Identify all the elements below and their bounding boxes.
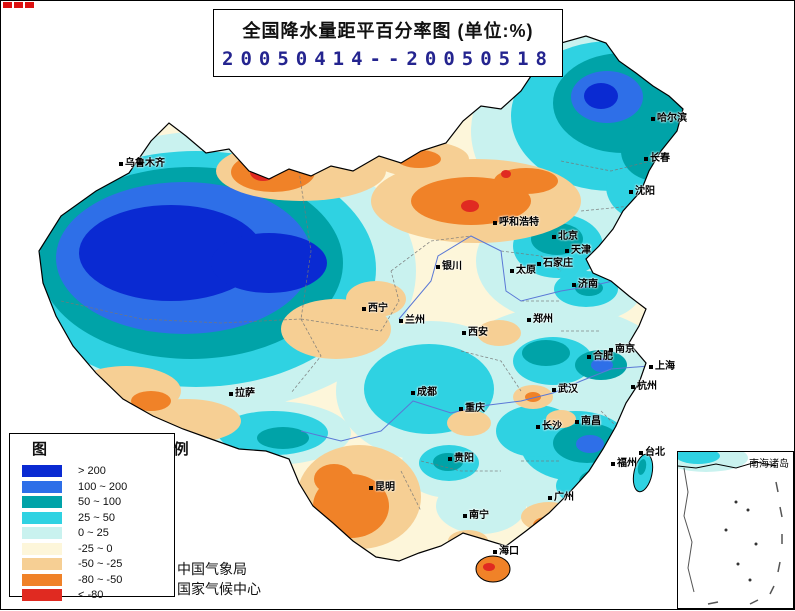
legend-label: 25 ~ 50 [78, 511, 116, 524]
legend-label: -25 ~ 0 [78, 542, 113, 555]
legend-row: 25 ~ 50 [22, 511, 174, 525]
legend-label: 50 ~ 100 [78, 496, 122, 508]
org-name-ncc: 国家气候中心 [177, 581, 261, 597]
province-boundaries [60, 160, 652, 512]
contour-region-gt200 [79, 83, 618, 301]
legend-swatch [22, 480, 62, 493]
legend-label: > 200 [78, 465, 106, 477]
legend-rows: > 200 100 ~ 200 50 ~ 100 25 ~ 50 0 ~ 25 -25 ~… [10, 464, 174, 602]
legend-row: 50 ~ 100 [22, 495, 174, 509]
legend-swatch [22, 511, 62, 524]
inset-map [678, 452, 783, 605]
rivers [300, 235, 650, 442]
south-china-sea-inset: 南海诸岛 [677, 451, 794, 609]
legend-row: 100 ~ 200 [22, 480, 174, 494]
legend-label: 0 ~ 25 [78, 527, 109, 539]
legend-label: < -80 [78, 589, 104, 601]
legend-row: 0 ~ 25 [22, 526, 174, 540]
inset-label: 南海诸岛 [749, 459, 789, 470]
hainan-island [475, 555, 511, 583]
taiwan-island [632, 453, 654, 493]
legend-swatch [22, 589, 62, 601]
legend-swatch [22, 527, 62, 539]
legend-row: -80 ~ -50 [22, 573, 174, 587]
credits: 中国气象局 国家气候中心 [177, 559, 261, 599]
legend-swatch [22, 542, 62, 555]
org-name-cma: 中国气象局 [177, 561, 247, 577]
legend-label: -50 ~ -25 [78, 558, 123, 570]
legend-box: 图 例 > 200 100 ~ 200 50 ~ 100 25 ~ 50 0 ~ 25 -… [9, 433, 211, 601]
legend-label: 100 ~ 200 [78, 480, 128, 493]
map-title-box: 全国降水量距平百分率图 (单位:%) 20050414--20050518 [213, 9, 563, 77]
legend-swatch [22, 573, 62, 586]
legend-row: > 200 [22, 464, 174, 478]
legend-swatch [22, 496, 62, 508]
legend-swatch [22, 465, 62, 477]
legend-swatch [22, 558, 62, 570]
island-dots [724, 500, 758, 582]
legend-label: -80 ~ -50 [78, 573, 123, 586]
legend-row: -25 ~ 0 [22, 542, 174, 556]
boundary-dashes [707, 481, 783, 605]
corner-watermark [3, 2, 34, 8]
map-date-range: 20050414--20050518 [222, 48, 554, 70]
map-title: 全国降水量距平百分率图 (单位:%) [242, 21, 534, 41]
china-outline [38, 35, 684, 562]
legend-title: 图 例 [32, 441, 211, 458]
legend-row: < -80 [22, 588, 174, 602]
legend-row: -50 ~ -25 [22, 557, 174, 571]
